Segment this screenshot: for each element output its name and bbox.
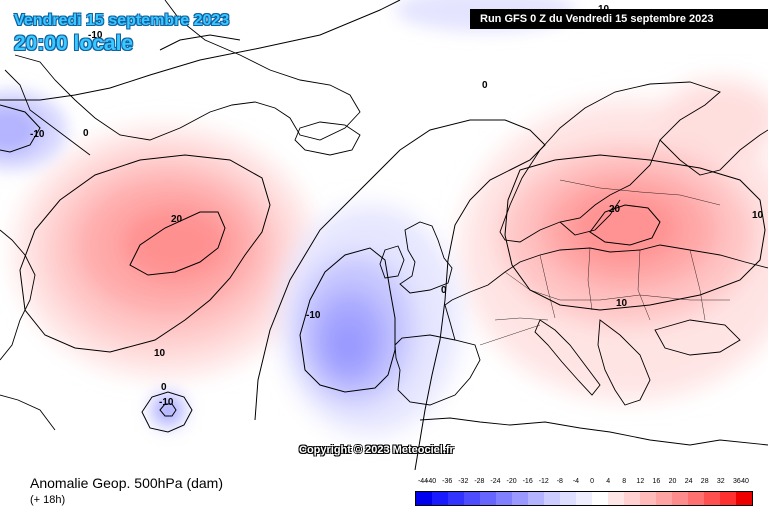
legend-swatch — [528, 492, 544, 505]
contour-label: -10 — [30, 129, 45, 140]
legend-label: 40 — [741, 478, 749, 485]
contour-label: 0 — [441, 285, 447, 296]
contour-label: 0 — [83, 128, 89, 139]
legend-swatch — [512, 492, 528, 505]
legend-swatch — [560, 492, 576, 505]
legend-swatch — [592, 492, 608, 505]
contour-label: 10 — [154, 348, 166, 359]
contour-label: 20 — [171, 214, 183, 225]
anomaly-contours — [0, 0, 766, 470]
legend-label: -4 — [572, 478, 580, 485]
legend-label: -32 — [458, 478, 469, 485]
legend-label: -40 — [426, 478, 437, 485]
legend-label: 20 — [668, 478, 677, 485]
date-title: Vendredi 15 septembre 2023 — [14, 12, 230, 29]
legend-label: 16 — [652, 478, 661, 485]
anomaly-map: -10 0 -10 20 10 0 -10 0 -10 0 20 10 10 1… — [0, 0, 768, 470]
legend-label: 4 — [606, 478, 611, 485]
parameter-title: Anomalie Geop. 500hPa (dam) — [30, 475, 223, 491]
color-legend: -44 -40 -36 -32 -28 -24 -20 -16 -12 -8 -4 0 4 8 12 16 20… — [415, 478, 753, 508]
legend-swatch — [624, 492, 640, 505]
legend-label: 0 — [590, 478, 594, 485]
contour-label: 0 — [161, 382, 167, 393]
legend-swatch — [736, 492, 752, 505]
legend-label: 36 — [732, 478, 741, 485]
time-title: 20:00 locale — [14, 32, 134, 55]
legend-swatch — [688, 492, 704, 505]
contour-label: 0 — [482, 80, 488, 91]
contour-label: -10 — [306, 310, 321, 321]
legend-label: -8 — [556, 478, 563, 485]
legend-label: -16 — [522, 478, 533, 485]
contour-label: 10 — [752, 210, 764, 221]
legend-swatch — [720, 492, 736, 505]
legend-swatch — [480, 492, 496, 505]
legend-swatch — [464, 492, 480, 505]
copyright-text: Copyright © 2023 Meteociel.fr — [299, 444, 454, 456]
legend-label: -20 — [506, 478, 517, 485]
legend-label: 32 — [716, 478, 725, 485]
legend-label: 8 — [622, 478, 627, 485]
lead-time: (+ 18h) — [30, 494, 66, 506]
legend-swatch — [704, 492, 720, 505]
coastlines — [0, 0, 768, 446]
legend-swatch — [448, 492, 464, 505]
legend-labels: -44 -40 -36 -32 -28 -24 -20 -16 -12 -8 -4 0 4 8 12 16 20… — [415, 478, 753, 489]
legend-swatch — [656, 492, 672, 505]
legend-swatch — [544, 492, 560, 505]
legend-label: 28 — [700, 478, 709, 485]
contour-label: -10 — [88, 30, 103, 41]
contour-label: 10 — [616, 298, 628, 309]
legend-label: 12 — [636, 478, 645, 485]
legend-label: -28 — [474, 478, 485, 485]
legend-label: 24 — [684, 478, 693, 485]
positive-anomaly-europe — [460, 80, 768, 400]
legend-bar — [415, 491, 753, 506]
legend-swatch — [608, 492, 624, 505]
contour-labels: -10 0 -10 20 10 0 -10 0 -10 0 20 10 10 1… — [30, 4, 764, 408]
contour-label: -10 — [159, 397, 174, 408]
legend-swatch — [496, 492, 512, 505]
legend-label: -12 — [538, 478, 549, 485]
contour-label: 20 — [609, 204, 621, 215]
legend-swatch — [576, 492, 592, 505]
run-banner: Run GFS 0 Z du Vendredi 15 septembre 202… — [470, 9, 768, 29]
legend-swatch — [672, 492, 688, 505]
legend-swatch — [640, 492, 656, 505]
legend-label: -24 — [490, 478, 501, 485]
legend-swatch — [416, 492, 432, 505]
legend-swatch — [432, 492, 448, 505]
positive-anomaly-atlantic — [15, 127, 315, 377]
legend-label: -44 — [417, 478, 429, 485]
legend-label: -36 — [442, 478, 453, 485]
